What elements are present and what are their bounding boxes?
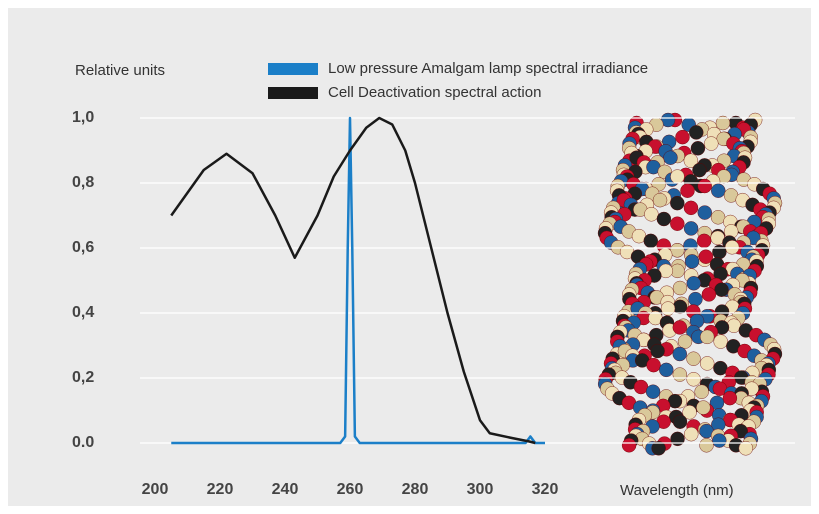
dna-atom [714,335,728,349]
dna-atom [687,352,701,366]
dna-atom [704,137,718,151]
dna-atom [685,254,699,268]
legend-label: Low pressure Amalgam lamp spectral irrad… [328,60,648,77]
dna-atom [684,427,698,441]
chart: Relative units Wavelength (nm) 0.0 0,2 0,4… [0,0,819,514]
dna-atom [698,206,712,220]
x-tick-label: 200 [142,481,169,498]
dna-atom [712,434,726,448]
dna-atom [646,385,660,399]
dna-atom [695,385,709,399]
x-tick-label: 300 [467,481,494,498]
dna-atom [715,283,729,297]
y-tick-label: 0,4 [72,304,94,321]
dna-atom [675,130,689,144]
dna-atom [723,391,737,405]
dna-atom [711,210,725,224]
dna-atom [647,358,661,372]
dna-atom [688,292,702,306]
dna-atom [684,201,698,215]
dna-atom [711,184,725,198]
x-tick-label: 280 [402,481,429,498]
dna-atom [644,207,658,221]
dna-atom [673,415,687,429]
x-tick-label: 220 [207,481,234,498]
dna-atom [673,347,687,361]
dna-atom [659,363,673,377]
dna-atom [651,344,665,358]
dna-atom [687,276,701,290]
x-tick-label: 240 [272,481,299,498]
dna-atom [689,125,703,139]
legend-label: Cell Deactivation spectral action [328,84,541,101]
dna-atom [712,245,726,259]
dna-atom [700,356,714,370]
dna-atom [671,432,685,446]
y-tick-label: 0,6 [72,239,94,256]
dna-atom [687,372,701,386]
dna-atom [670,196,684,210]
dna-atom [725,240,739,254]
y-axis-label: Relative units [75,62,165,79]
dna-atom [713,361,727,375]
x-tick-label: 260 [337,481,364,498]
dna-atom [697,234,711,248]
dna-atom [678,335,692,349]
dna-atom [663,151,677,165]
dna-atom [670,170,684,184]
dna-atom [673,368,687,382]
dna-atom [702,287,716,301]
dna-atom [691,141,705,155]
dna-atom [622,438,636,452]
dna-atom [680,184,694,198]
dna-atom [653,193,667,207]
dna-atom [700,438,714,452]
y-tick-label: 0.0 [72,434,94,451]
dna-atom [696,401,710,415]
dna-atom [673,300,687,314]
legend-swatch [268,63,318,75]
dna-atom [684,221,698,235]
dna-atom [673,320,687,334]
dna-atom [692,163,706,177]
x-axis-label: Wavelength (nm) [620,482,734,499]
dna-atom [657,212,671,226]
dna-atom [673,281,687,295]
legend-swatch [268,87,318,99]
dna-atom [670,217,684,231]
dna-atom [698,179,712,193]
y-tick-label: 0,2 [72,369,94,386]
dna-atom [644,234,658,248]
y-tick-label: 1,0 [72,109,94,126]
x-tick-label: 320 [532,481,559,498]
y-tick-label: 0,8 [72,174,94,191]
dna-atom [700,330,714,344]
